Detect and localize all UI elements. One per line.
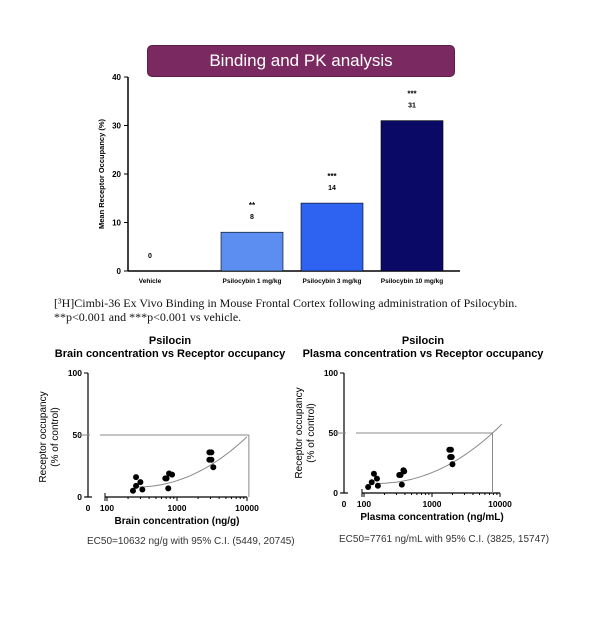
bar: [380, 120, 444, 272]
significance-label: ***: [327, 172, 337, 181]
x-tick-label: 1000: [423, 499, 442, 509]
fit-curve: [134, 436, 248, 488]
data-point: [401, 468, 408, 475]
x-axis-label: Plasma concentration (ng/mL): [360, 512, 503, 523]
category-label: Psilocybin 3 mg/kg: [303, 278, 362, 285]
x-tick-label: 0: [342, 499, 347, 509]
significance-label: **: [249, 201, 256, 210]
y-tick-label: 50: [329, 428, 339, 438]
data-point: [169, 471, 176, 478]
data-point: [133, 482, 140, 489]
data-point: [139, 486, 146, 493]
fit-curve: [376, 423, 503, 484]
data-label: 0: [148, 253, 152, 260]
chart-title: Psilocin: [402, 335, 444, 347]
bar: [300, 202, 364, 272]
chart-subtitle: Plasma concentration vs Receptor occupan…: [303, 348, 545, 360]
y-tick-label: 0: [333, 488, 338, 498]
x-tick-label: 100: [100, 503, 114, 513]
data-point: [129, 487, 136, 494]
category-label: Psilocybin 10 mg/kg: [381, 278, 444, 285]
data-point: [370, 470, 377, 477]
title-banner: Binding and PK analysis: [147, 45, 455, 77]
y-tick-label: 30: [112, 122, 121, 131]
data-point: [210, 464, 217, 471]
x-tick-label: 10000: [235, 503, 259, 513]
data-point: [447, 446, 454, 453]
data-point: [365, 484, 372, 490]
category-label: Psilocybin 1 mg/kg: [223, 278, 282, 285]
y-axis-label: Receptor occupancy: [294, 387, 305, 478]
data-label: 8: [250, 214, 254, 221]
y-tick-label: 40: [112, 73, 121, 82]
data-point: [165, 485, 172, 492]
x-tick-label: 100: [357, 499, 371, 509]
y-axis-label: Receptor occupancy: [38, 391, 49, 482]
caption-line-1: [³H]Cimbi-36 Ex Vivo Binding in Mouse Fr…: [54, 296, 518, 310]
data-point: [137, 479, 144, 486]
category-label: Vehicle: [139, 278, 162, 285]
data-point: [449, 461, 456, 468]
y-tick-label: 20: [112, 170, 121, 179]
y-tick-label: 0: [117, 267, 122, 276]
y-tick-label: 100: [324, 368, 338, 378]
data-point: [368, 479, 375, 486]
significance-label: ***: [407, 90, 417, 99]
data-point: [133, 474, 140, 481]
y-tick-label: 100: [68, 368, 82, 378]
y-axis-label: Mean Receptor Occupancy (%): [97, 118, 106, 229]
chart-title: Psilocin: [149, 335, 191, 347]
data-point: [448, 454, 455, 460]
data-point: [373, 475, 380, 482]
y-tick-label: 50: [73, 430, 83, 440]
x-tick-label: 10000: [488, 499, 512, 509]
ec50-note-brain: EC50=10632 ng/g with 95% C.I. (5449, 207…: [87, 536, 295, 547]
data-point: [398, 481, 405, 488]
x-axis-label: Brain concentration (ng/g): [115, 516, 240, 527]
y-axis-label-unit: (% of control): [50, 407, 61, 466]
caption-line-2: **p<0.001 and ***p<0.001 vs vehicle.: [54, 310, 242, 324]
chart-subtitle: Brain concentration vs Receptor occupanc…: [55, 348, 286, 360]
data-label: 14: [328, 185, 336, 192]
data-point: [208, 449, 215, 456]
ec50-note-plasma: EC50=7761 ng/mL with 95% C.I. (3825, 157…: [339, 534, 550, 545]
bar: [220, 231, 284, 272]
data-point: [163, 475, 170, 482]
y-axis-label-unit: (% of control): [306, 403, 317, 462]
data-label: 31: [408, 103, 416, 110]
x-tick-label: 0: [86, 503, 91, 513]
y-tick-label: 10: [112, 219, 121, 228]
data-point: [208, 456, 215, 463]
figure-caption: [³H]Cimbi-36 Ex Vivo Binding in Mouse Fr…: [54, 296, 574, 324]
data-point: [374, 482, 381, 489]
y-tick-label: 0: [77, 492, 82, 502]
x-tick-label: 1000: [168, 503, 187, 513]
